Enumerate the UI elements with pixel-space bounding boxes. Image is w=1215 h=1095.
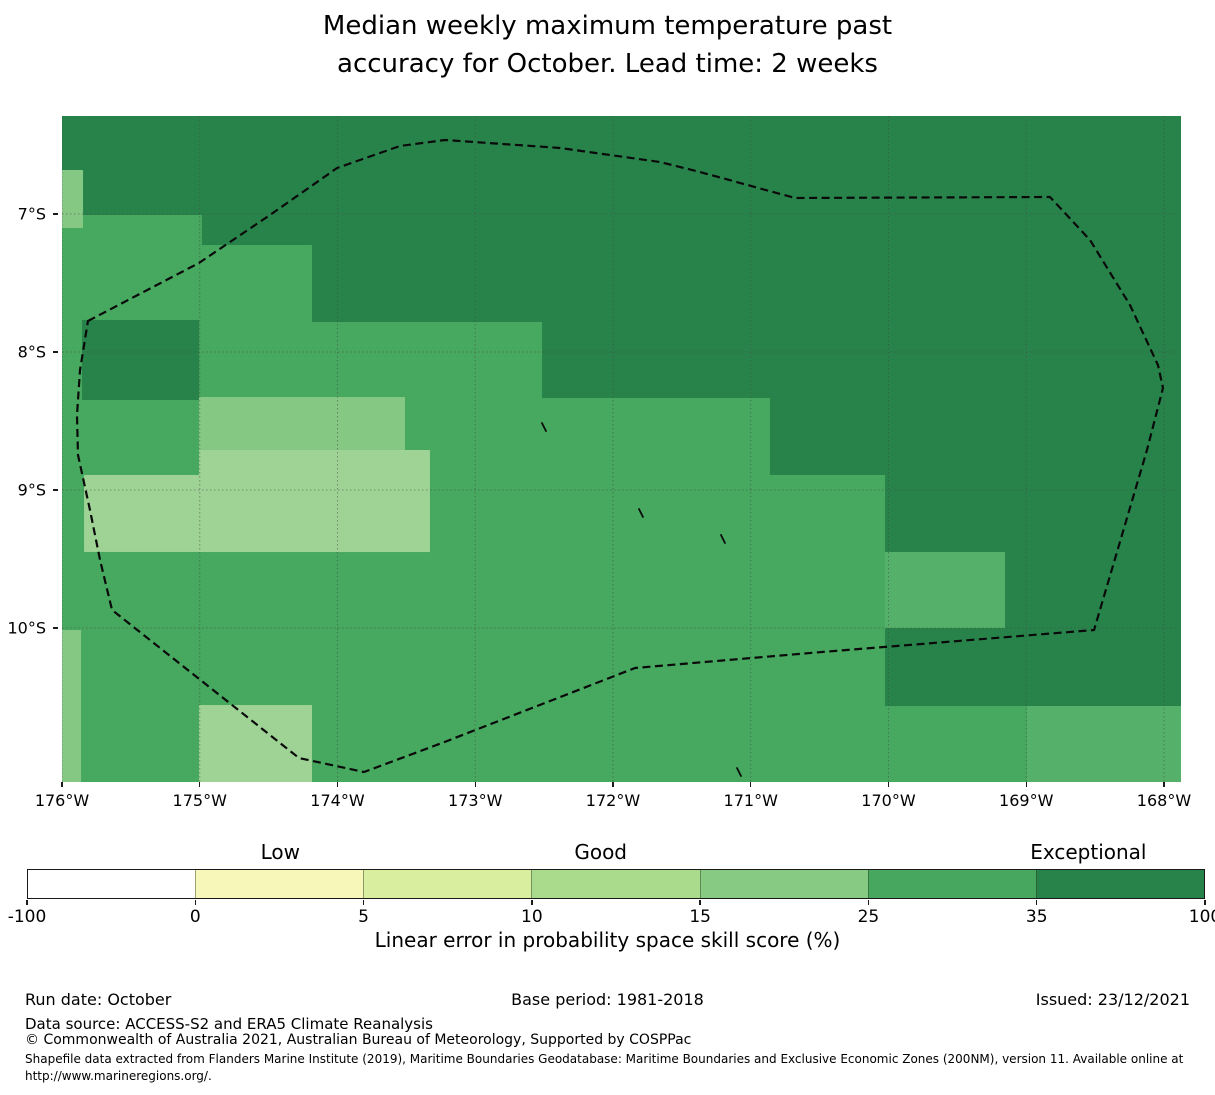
y-tick-label: 9°S [17,480,46,500]
y-tick-label: 10°S [7,618,46,638]
copyright-text: © Commonwealth of Australia 2021, Austra… [25,1032,692,1048]
map-cell [769,449,886,475]
colorbar-segment [531,870,700,898]
run-date-text: Run date: October [25,990,172,1009]
colorbar-tick-mark [531,900,533,905]
x-tick-mark [750,782,752,787]
colorbar-segment [699,870,868,898]
map-cell [201,116,312,246]
colorbar-zone-labels: Low Good Exceptional [27,840,1205,866]
colorbar-tick-label: 5 [358,907,369,927]
x-tick-mark [612,782,614,787]
map-cell [84,474,200,552]
colorbar-tick-mark [867,900,870,905]
x-tick-label: 172°W [585,791,641,810]
eez-boundary-line [75,138,1165,774]
colorbar-segment [1035,870,1204,898]
map-cell [62,116,83,171]
x-tick-label: 171°W [723,791,778,810]
map-cell [769,397,1181,450]
colorbar-tick-mark [1204,900,1206,905]
y-tick-label: 7°S [17,204,46,224]
colorbar-tick-mark [194,900,196,905]
island-mark [736,767,742,777]
x-tick-mark [199,782,201,787]
x-tick-mark [474,782,476,787]
map-cell [885,449,1181,553]
x-tick-label: 176°W [34,791,90,810]
x-tick-label: 170°W [861,791,916,810]
map-cell [1027,706,1181,782]
chart-title: Median weekly maximum temperature past a… [322,11,893,79]
colorbar-zone-label: Good [574,840,628,864]
map-canvas [62,116,1181,782]
colorbar-tick-mark [26,900,28,905]
colorbar-zone-label: Exceptional [1030,840,1147,864]
island-mark [638,508,644,518]
colorbar-zone-label: Low [260,840,300,864]
x-tick-mark [1163,782,1165,787]
y-axis: 7°S 8°S 9°S 10°S [0,116,58,782]
y-tick-label: 8°S [17,342,46,362]
map-cell [82,319,200,400]
map-cell [198,449,430,553]
map-cell [885,628,1181,707]
colorbar-tick-label: 0 [189,907,201,927]
shapefile-note: Shapefile data extracted from Flanders M… [25,1052,1184,1084]
colorbar-tick-label: 15 [689,907,711,927]
map-plot [62,116,1181,782]
colorbar-tick-mark [1036,900,1038,905]
data-source-text: Data source: ACCESS-S2 and ERA5 Climate … [25,1015,433,1033]
map-cell [311,116,1181,322]
y-tick-mark [53,213,58,215]
colorbar-tick-label: 25 [857,907,880,927]
x-tick-label: 168°W [1136,791,1192,810]
colorbar-tick-label: 100 [1188,907,1215,927]
map-cell [1004,552,1181,629]
colorbar-segment [28,870,196,898]
base-period-text: Base period: 1981-2018 [511,990,704,1009]
map-cell [198,705,312,782]
colorbar-segment [195,870,364,898]
x-tick-mark [1025,782,1027,787]
x-tick-label: 173°W [448,791,503,810]
x-axis: 176°W 175°W 174°W 173°W 172°W 171°W 170°W 169°W… [35,782,1191,814]
colorbar-tick-mark [699,900,701,905]
issued-text: Issued: 23/12/2021 [1035,990,1190,1009]
colorbar-tick-label: 35 [1025,907,1048,927]
island-mark [541,422,547,432]
colorbar-tick-mark [362,900,365,905]
x-tick-mark [336,782,339,787]
x-tick-label: 169°W [999,791,1054,810]
map-cell [62,630,82,782]
colorbar-axis-label: Linear error in probability space skill … [374,928,841,952]
x-tick-mark [887,782,890,787]
colorbar-segment [363,870,532,898]
x-tick-label: 175°W [172,791,227,810]
island-mark [720,534,726,544]
map-cell [542,321,1181,398]
map-cell [62,170,84,229]
colorbar-segment [867,870,1036,898]
y-tick-mark [53,351,58,353]
colorbar-tick-label: 10 [521,907,543,927]
x-tick-mark [61,782,63,787]
map-cell [82,116,202,215]
colorbar-ticks: -100 0 5 10 15 25 35 100 [8,900,1215,930]
x-tick-label: 174°W [310,791,365,810]
y-tick-mark [53,489,58,491]
colorbar-tick-label: -100 [7,907,47,927]
colorbar [27,869,1205,899]
map-cell [198,396,405,450]
y-tick-mark [53,627,58,629]
map-cell [885,552,1005,629]
